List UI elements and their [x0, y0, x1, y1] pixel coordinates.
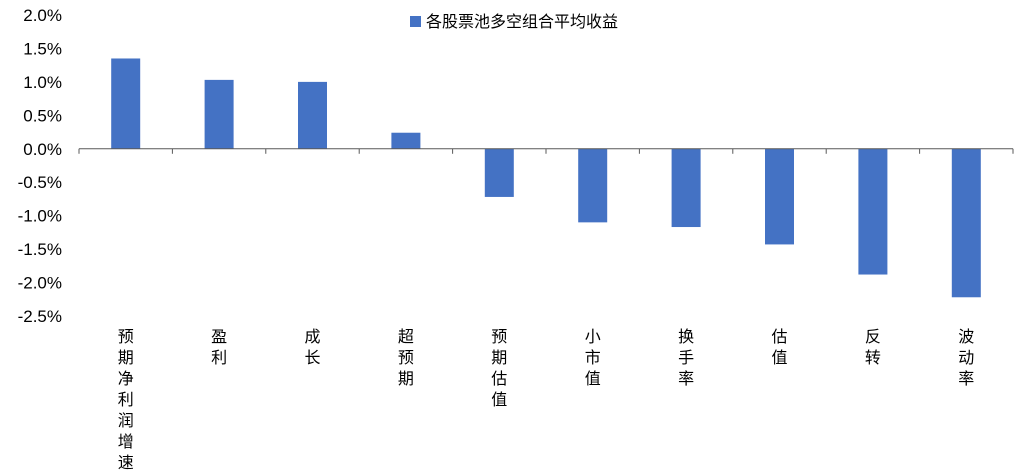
- bar: [391, 132, 421, 149]
- category-label: 波动率: [958, 327, 974, 388]
- legend-label: 各股票池多空组合平均收益: [426, 12, 618, 31]
- y-tick-label: 0.0%: [23, 140, 62, 159]
- x-axis-ticks: [78, 148, 1014, 154]
- y-tick-label: -0.5%: [18, 173, 62, 192]
- category-label: 反转: [865, 327, 881, 367]
- category-label: 预期估值: [491, 327, 507, 409]
- y-tick-label: -1.5%: [18, 240, 62, 259]
- bars: [111, 58, 981, 298]
- bar: [204, 79, 234, 149]
- y-tick-label: -2.5%: [18, 307, 62, 326]
- bar: [578, 148, 608, 223]
- y-tick-label: -1.0%: [18, 207, 62, 226]
- y-tick-label: 0.5%: [23, 106, 62, 125]
- y-tick-label: 1.0%: [23, 73, 62, 92]
- y-tick-label: -2.0%: [18, 274, 62, 293]
- bar: [298, 81, 327, 149]
- y-axis-tick-labels: 2.0% 1.5% 1.0% 0.5% 0.0% -0.5% -1.0% -1.5% -2.0%…: [18, 6, 62, 326]
- bar: [951, 148, 981, 298]
- y-tick-label: 1.5%: [23, 39, 62, 58]
- bar: [671, 148, 701, 228]
- category-label: 小市值: [585, 327, 601, 388]
- category-label: 预期净利润增速: [118, 327, 134, 471]
- category-label: 超预期: [398, 327, 414, 388]
- category-labels: 预期净利润增速 盈利 成长 超预期 预期估值 小市值 换手率 估值 反转 波动率: [118, 327, 975, 471]
- bar: [858, 148, 888, 275]
- y-tick-label: 2.0%: [23, 6, 62, 25]
- legend: 各股票池多空组合平均收益: [410, 12, 618, 31]
- category-label: 成长: [304, 327, 320, 367]
- category-label: 估值: [771, 327, 787, 367]
- bar: [484, 148, 514, 197]
- bar: [111, 58, 141, 149]
- bar: [765, 148, 794, 245]
- legend-swatch: [410, 16, 421, 27]
- category-label: 盈利: [211, 327, 227, 367]
- category-label: 换手率: [678, 327, 694, 388]
